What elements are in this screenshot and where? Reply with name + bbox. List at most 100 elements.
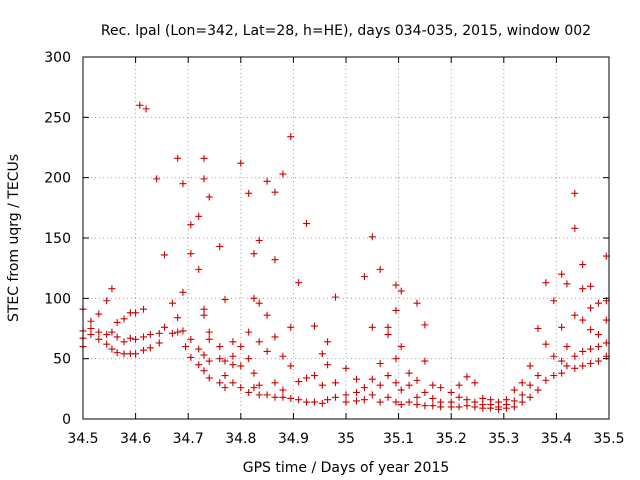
data-point [571, 189, 579, 197]
data-point [146, 331, 154, 339]
x-tick-label: 34.8 [225, 431, 256, 447]
data-point [579, 261, 587, 269]
data-point [550, 352, 558, 360]
data-point [103, 297, 111, 305]
data-point [392, 306, 400, 314]
data-point [310, 372, 318, 380]
data-point [195, 265, 203, 273]
x-tick-label: 34.7 [173, 431, 204, 447]
data-point [126, 334, 134, 342]
data-point [245, 388, 253, 396]
data-point [237, 343, 245, 351]
x-tick-label: 34.6 [120, 431, 151, 447]
data-point [221, 384, 229, 392]
x-tick-label: 35 [337, 431, 355, 447]
data-point [295, 396, 303, 404]
data-point [353, 375, 361, 383]
data-point [558, 369, 566, 377]
data-point [324, 396, 332, 404]
data-point [187, 221, 195, 229]
data-point [245, 328, 253, 336]
data-point [397, 343, 405, 351]
data-point [132, 309, 140, 317]
data-point [295, 378, 303, 386]
data-point [587, 304, 595, 312]
data-point [279, 170, 287, 178]
data-point [279, 352, 287, 360]
y-axis-label: STEC from uqrg / TECUs [6, 154, 22, 322]
data-point [437, 403, 445, 411]
data-point [587, 282, 595, 290]
data-point [237, 159, 245, 167]
data-point [139, 305, 147, 313]
data-point [579, 285, 587, 293]
data-point [384, 323, 392, 331]
y-tick-label: 250 [44, 110, 71, 126]
data-point [103, 331, 111, 339]
data-point [161, 251, 169, 259]
y-tick-label: 300 [44, 50, 71, 66]
data-point [360, 273, 368, 281]
data-point [318, 381, 326, 389]
x-tick-label: 35.4 [541, 431, 572, 447]
data-point [287, 362, 295, 370]
data-point [95, 310, 103, 318]
chart-title: Rec. lpal (Lon=342, Lat=28, h=HE), days … [101, 23, 591, 39]
data-point [205, 193, 213, 201]
data-point [413, 401, 421, 409]
data-point [579, 347, 587, 355]
data-point [331, 379, 339, 387]
data-point [200, 175, 208, 183]
data-point [342, 391, 350, 399]
data-point [571, 311, 579, 319]
y-tick-label: 200 [44, 171, 71, 187]
data-point [216, 343, 224, 351]
data-point [397, 287, 405, 295]
data-point [263, 311, 271, 319]
data-point [471, 403, 479, 411]
data-point [471, 379, 479, 387]
data-point [271, 393, 279, 401]
data-point [310, 398, 318, 406]
data-point [534, 372, 542, 380]
data-point [579, 316, 587, 324]
data-point [271, 256, 279, 264]
data-point [187, 353, 195, 361]
data-point [303, 398, 311, 406]
y-tick-label: 150 [44, 231, 71, 247]
data-point [563, 362, 571, 370]
data-point [571, 352, 579, 360]
data-point [195, 345, 203, 353]
data-point [136, 101, 144, 109]
data-point [200, 154, 208, 162]
data-point [205, 374, 213, 382]
y-tick-label: 100 [44, 291, 71, 307]
data-point [447, 388, 455, 396]
data-point [108, 285, 116, 293]
data-point [534, 386, 542, 394]
data-point [174, 154, 182, 162]
data-point [295, 279, 303, 287]
data-point [271, 188, 279, 196]
data-point [487, 404, 495, 412]
data-point [429, 394, 437, 402]
data-point [287, 133, 295, 141]
data-point [587, 359, 595, 367]
data-point [587, 326, 595, 334]
data-point [132, 335, 140, 343]
data-point [229, 338, 237, 346]
data-point [405, 398, 413, 406]
data-point [397, 386, 405, 394]
data-point [168, 299, 176, 307]
data-point [103, 340, 111, 348]
data-point [558, 357, 566, 365]
data-point [397, 401, 405, 409]
data-point [405, 369, 413, 377]
data-point [216, 379, 224, 387]
data-point [303, 220, 311, 228]
data-point [255, 338, 263, 346]
data-point [120, 315, 128, 323]
data-point [255, 236, 263, 244]
data-point [571, 224, 579, 232]
